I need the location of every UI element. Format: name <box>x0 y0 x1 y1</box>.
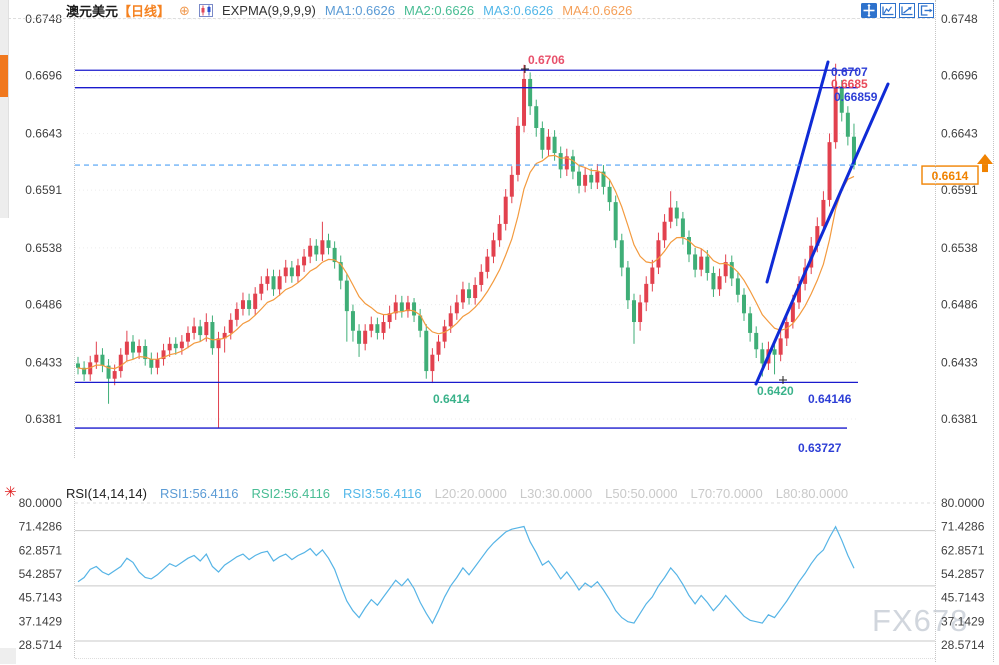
rsi2-value: RSI2:56.4116 <box>251 486 331 501</box>
chart-toolbar <box>861 3 934 18</box>
main-plot-left-border <box>74 14 75 458</box>
svg-text:80.0000: 80.0000 <box>19 496 63 510</box>
add-indicator-icon[interactable]: ⊕ <box>179 2 190 18</box>
rsi-level-30: L30:30.0000 <box>519 486 593 501</box>
rsi-level-50: L50:50.0000 <box>605 486 678 501</box>
svg-text:0.6748: 0.6748 <box>941 12 978 26</box>
svg-text:0.64146: 0.64146 <box>808 392 852 406</box>
last-price-label: 0.6614 <box>921 154 993 185</box>
ma2-value: MA2:0.6626 <box>403 2 475 18</box>
svg-text:37.1429: 37.1429 <box>941 614 985 628</box>
rsi-level-80: L80:80.0000 <box>775 486 849 501</box>
svg-text:0.6433: 0.6433 <box>941 355 978 369</box>
svg-text:0.6707: 0.6707 <box>831 65 868 79</box>
svg-text:0.6486: 0.6486 <box>941 298 978 312</box>
header-divider <box>8 18 935 19</box>
candlestick-chart-icon <box>198 3 213 17</box>
scroll-corner <box>0 648 16 664</box>
symbol-title: 澳元美元【日线】 <box>66 1 170 20</box>
svg-text:0.6643: 0.6643 <box>941 126 978 140</box>
trend-scale-icon[interactable] <box>899 3 915 18</box>
svg-text:0.6414: 0.6414 <box>433 392 470 406</box>
svg-text:0.6591: 0.6591 <box>25 183 62 197</box>
svg-text:62.8571: 62.8571 <box>19 543 63 557</box>
rsi-title: RSI(14,14,14) <box>66 486 147 501</box>
trend-line[interactable] <box>754 82 890 386</box>
svg-text:0.6420: 0.6420 <box>757 384 794 398</box>
period-label: 【日线】 <box>118 3 171 19</box>
svg-text:0.6591: 0.6591 <box>941 183 978 197</box>
rsi-settings-icon[interactable]: ✳ <box>4 484 17 501</box>
svg-text:0.6696: 0.6696 <box>25 69 62 83</box>
rsi1-value: RSI1:56.4116 <box>159 486 239 501</box>
rsi-line <box>77 525 855 625</box>
expma-line <box>77 154 855 370</box>
rsi3-value: RSI3:56.4116 <box>343 486 422 501</box>
svg-text:0.6643: 0.6643 <box>25 126 62 140</box>
left-scrollbar[interactable] <box>0 0 9 218</box>
price-up-arrow-icon <box>977 154 993 165</box>
ma4-value: MA4:0.6626 <box>562 2 633 18</box>
svg-text:0.6748: 0.6748 <box>25 12 62 26</box>
svg-text:0.6486: 0.6486 <box>25 298 62 312</box>
rsi-bottom-border <box>75 658 935 659</box>
svg-text:0.66859: 0.66859 <box>834 90 878 104</box>
svg-text:45.7143: 45.7143 <box>19 591 63 605</box>
ma1-value: MA1:0.6626 <box>324 2 395 18</box>
right-edge-separator <box>993 0 994 662</box>
svg-text:54.2857: 54.2857 <box>19 567 63 581</box>
trend-line[interactable] <box>765 60 830 284</box>
svg-text:0.6685: 0.6685 <box>831 77 868 91</box>
rsi-plot-left-border <box>74 497 75 658</box>
candles <box>76 63 856 428</box>
svg-text:0.63727: 0.63727 <box>798 441 842 455</box>
ma3-value: MA3:0.6626 <box>483 2 554 18</box>
svg-text:0.6706: 0.6706 <box>528 53 565 67</box>
rsi-level-20: L20:20.0000 <box>434 486 507 501</box>
popout-icon[interactable] <box>918 3 934 18</box>
svg-text:71.4286: 71.4286 <box>941 520 985 534</box>
symbol-name: 澳元美元 <box>66 3 119 19</box>
svg-text:54.2857: 54.2857 <box>941 567 985 581</box>
svg-text:45.7143: 45.7143 <box>941 591 985 605</box>
svg-text:62.8571: 62.8571 <box>941 543 985 557</box>
svg-text:0.6381: 0.6381 <box>25 412 62 426</box>
watermark: FX678 <box>872 603 969 638</box>
rsi-level-70: L70:70.0000 <box>690 486 763 501</box>
indicator-name: EXPMA(9,9,9,9) <box>221 2 316 18</box>
svg-text:80.0000: 80.0000 <box>941 496 985 510</box>
pan-tool-icon[interactable] <box>861 3 877 18</box>
svg-text:0.6538: 0.6538 <box>941 241 978 255</box>
svg-text:28.5714: 28.5714 <box>941 638 985 652</box>
left-scrollbar-thumb[interactable] <box>0 55 8 97</box>
svg-text:0.6433: 0.6433 <box>25 355 62 369</box>
svg-text:0.6696: 0.6696 <box>941 69 978 83</box>
main-chart-header: 澳元美元【日线】 ⊕ EXPMA(9,9,9,9) MA1:0.6626 MA2… <box>66 1 633 20</box>
svg-text:0.6538: 0.6538 <box>25 241 62 255</box>
svg-text:37.1429: 37.1429 <box>19 614 63 628</box>
svg-text:28.5714: 28.5714 <box>19 638 63 652</box>
svg-text:71.4286: 71.4286 <box>19 520 63 534</box>
rsi-panel: 80.0000 80.0000 71.4286 71.4286 62.8571 62.85… <box>19 496 985 652</box>
svg-text:0.6381: 0.6381 <box>941 412 978 426</box>
price-axis-separator <box>935 0 936 662</box>
main-gridlines: 0.6748 0.6748 0.6696 0.6696 0.6643 0.6643 0.65… <box>25 12 978 426</box>
rsi-header: RSI(14,14,14) RSI1:56.4116 RSI2:56.4116 … <box>66 486 848 501</box>
drawn-hlines[interactable] <box>75 69 858 429</box>
fit-chart-icon[interactable] <box>880 3 896 18</box>
svg-text:0.6614: 0.6614 <box>932 169 969 183</box>
